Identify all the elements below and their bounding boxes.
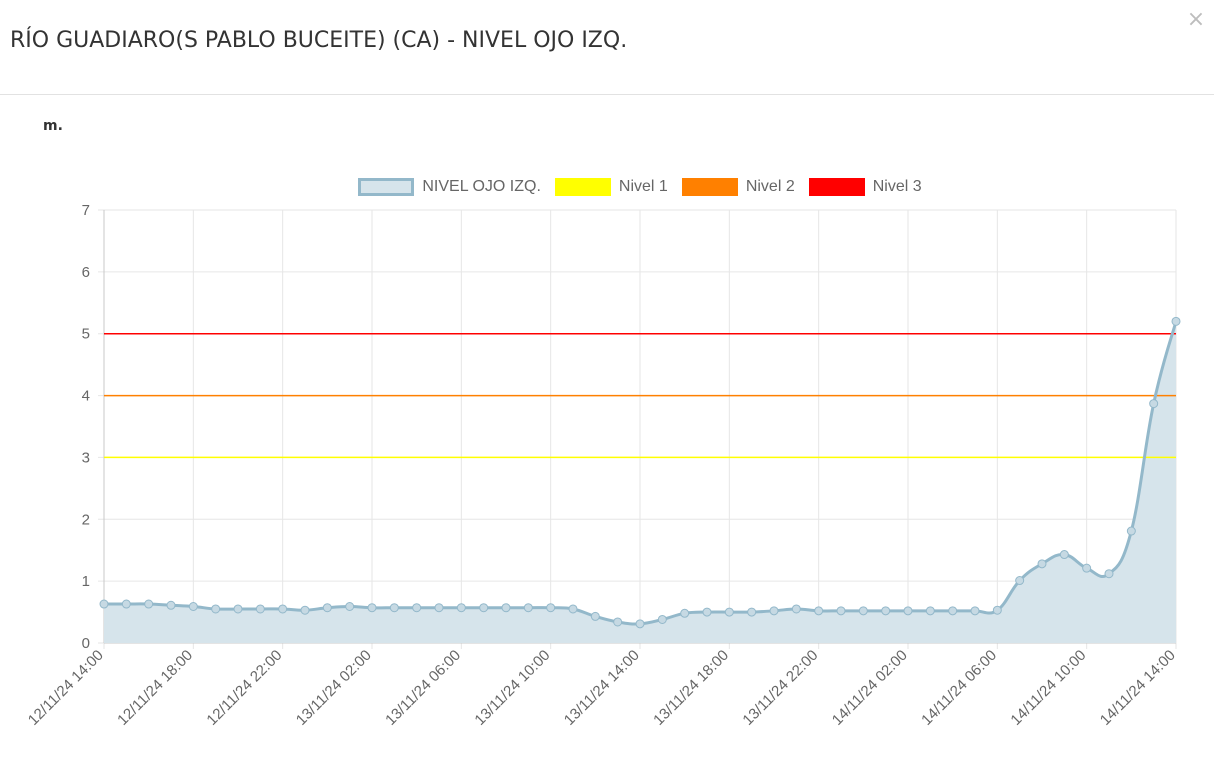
data-point	[278, 604, 288, 614]
data-point	[747, 607, 757, 617]
x-tick-label: 14/11/24 14:00	[1097, 647, 1179, 729]
legend-label: Nivel 1	[618, 178, 668, 195]
data-point	[613, 617, 623, 627]
x-tick-label: 13/11/24 06:00	[382, 647, 464, 729]
x-tick-label: 14/11/24 06:00	[918, 647, 1000, 729]
series-area-fill	[104, 321, 1176, 643]
data-point	[635, 619, 645, 629]
data-point	[814, 606, 824, 616]
data-point	[233, 604, 243, 614]
data-point	[345, 602, 355, 612]
data-point	[121, 599, 131, 609]
data-point	[1037, 559, 1047, 569]
data-point	[769, 606, 779, 616]
data-point	[680, 608, 690, 618]
data-point	[590, 611, 600, 621]
data-point	[724, 607, 734, 617]
data-point	[791, 604, 801, 614]
x-tick-label: 13/11/24 18:00	[650, 647, 732, 729]
x-tick-label: 14/11/24 02:00	[829, 647, 911, 729]
x-tick-label: 12/11/24 22:00	[203, 647, 285, 729]
modal-header: RÍO GUADIARO(S PABLO BUCEITE) (CA) - NIV…	[0, 0, 1214, 95]
x-tick-label: 13/11/24 22:00	[739, 647, 821, 729]
data-point	[412, 603, 422, 613]
legend-swatch	[554, 178, 611, 196]
data-point	[523, 603, 533, 613]
y-tick-label: 0	[82, 635, 90, 652]
x-tick-label: 13/11/24 10:00	[471, 647, 553, 729]
data-point	[657, 614, 667, 624]
x-tick-label: 12/11/24 14:00	[25, 647, 107, 729]
y-tick-label: 3	[82, 449, 90, 466]
data-point	[99, 599, 109, 609]
data-point	[389, 603, 399, 613]
data-point	[702, 607, 712, 617]
legend-label: NIVEL OJO IZQ.	[422, 178, 541, 195]
close-icon[interactable]: ×	[1186, 7, 1206, 32]
legend-swatch	[358, 178, 415, 196]
data-point	[434, 603, 444, 613]
legend-swatch	[808, 178, 865, 196]
data-point	[479, 603, 489, 613]
y-tick-label: 7	[82, 202, 90, 219]
data-point	[881, 606, 891, 616]
data-point	[211, 604, 221, 614]
data-point	[456, 603, 466, 613]
modal-title: RÍO GUADIARO(S PABLO BUCEITE) (CA) - NIV…	[10, 28, 628, 53]
data-point	[1149, 399, 1159, 409]
data-point	[1015, 576, 1025, 586]
x-tick-label: 12/11/24 18:00	[114, 647, 196, 729]
legend-label: Nivel 3	[872, 178, 922, 195]
data-point	[948, 606, 958, 616]
data-point	[1171, 316, 1181, 326]
data-point	[166, 600, 176, 610]
y-tick-label: 6	[82, 264, 90, 281]
data-point	[322, 603, 332, 613]
data-point	[188, 602, 198, 612]
data-point	[255, 604, 265, 614]
data-point	[144, 599, 154, 609]
data-point	[1104, 569, 1114, 579]
data-point	[836, 606, 846, 616]
data-point	[1059, 550, 1069, 560]
y-axis-unit-label: m.	[43, 118, 63, 134]
data-point	[1126, 526, 1136, 536]
data-point	[1082, 563, 1092, 573]
y-tick-label: 1	[82, 573, 90, 590]
data-point	[546, 603, 556, 613]
y-tick-label: 5	[82, 326, 90, 343]
legend-label: Nivel 2	[745, 178, 795, 195]
data-point	[925, 606, 935, 616]
data-point	[970, 606, 980, 616]
data-point	[300, 605, 310, 615]
data-point	[858, 606, 868, 616]
y-tick-label: 2	[82, 511, 90, 528]
x-tick-label: 14/11/24 10:00	[1007, 647, 1089, 729]
x-tick-label: 13/11/24 02:00	[293, 647, 375, 729]
x-tick-label: 13/11/24 14:00	[561, 647, 643, 729]
legend-swatch	[681, 178, 738, 196]
y-tick-label: 4	[82, 388, 90, 405]
data-point	[903, 606, 913, 616]
data-point	[501, 603, 511, 613]
data-point	[568, 604, 578, 614]
chart-legend: NIVEL OJO IZQ. Nivel 1 Nivel 2 Nivel 3	[0, 177, 1214, 199]
data-point	[992, 605, 1002, 615]
data-point	[367, 603, 377, 613]
